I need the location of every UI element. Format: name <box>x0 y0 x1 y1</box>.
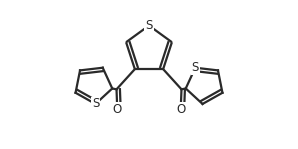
Text: O: O <box>176 103 185 116</box>
Text: O: O <box>113 103 122 116</box>
Text: S: S <box>145 19 153 32</box>
Text: S: S <box>92 97 99 110</box>
Text: S: S <box>192 61 199 74</box>
